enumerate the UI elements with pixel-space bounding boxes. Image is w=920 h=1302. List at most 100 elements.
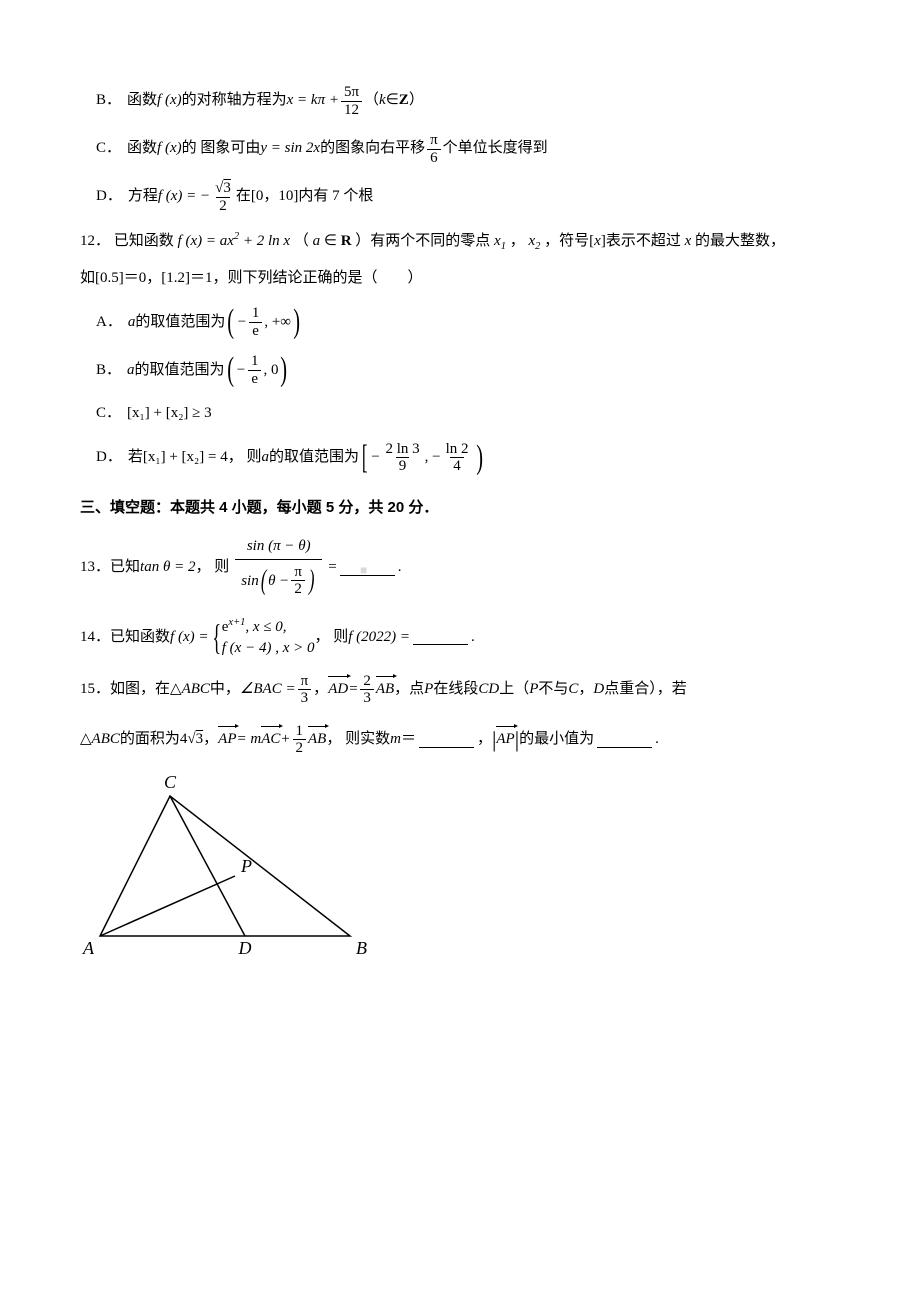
- text: 函数: [127, 88, 157, 114]
- q-num: 15．: [80, 677, 110, 703]
- triangle-icon: △: [80, 727, 92, 753]
- tan: tan θ = 2: [140, 555, 195, 581]
- text: 若: [128, 445, 143, 471]
- eq-m: = m: [236, 727, 261, 753]
- text: 已知: [110, 555, 140, 581]
- vector-ac: AC: [261, 727, 280, 753]
- lbrace-icon: {: [213, 619, 222, 655]
- text: 的取值范围为: [269, 445, 359, 471]
- denominator: 2: [216, 197, 230, 215]
- abc: ABC: [92, 727, 120, 753]
- q12-option-c: C． [x₁] + [x₂] ≥ 3: [80, 401, 840, 427]
- option-label: B．: [96, 358, 121, 384]
- numerator: sin (π − θ): [241, 534, 317, 559]
- q12-option-b: B． a 的取值范围为 ( − 1 e , 0 ): [80, 353, 840, 387]
- text: 如[0.5]＝0，[1.2]＝1，则下列结论正确的是（ ）: [80, 266, 840, 292]
- fx: f (x) = −: [158, 184, 210, 210]
- text: 如图，在: [110, 677, 170, 703]
- expr: [x₁] + [x₂] ≥ 3: [127, 401, 212, 427]
- q12-option-d: D． 若 [x₁] + [x₂] = 4 ， 则 a 的取值范围为 [ − 2 …: [80, 441, 840, 475]
- neg: −: [237, 310, 247, 336]
- lparen-icon: (: [227, 353, 234, 387]
- a: a: [127, 358, 135, 384]
- m: m: [390, 727, 401, 753]
- comma: ，: [510, 233, 525, 249]
- rparen-icon: ): [476, 441, 483, 475]
- answer-blank[interactable]: [597, 732, 652, 748]
- angle: ∠BAC =: [240, 677, 296, 703]
- fraction: 1 e: [248, 353, 262, 387]
- text: 的对称轴方程为: [182, 88, 287, 114]
- period: .: [471, 625, 475, 651]
- option-label: D．: [96, 445, 122, 471]
- rest: , +∞: [264, 310, 291, 336]
- neg: −: [370, 445, 380, 471]
- option-label: A．: [96, 310, 122, 336]
- option-label: C．: [96, 136, 121, 162]
- a: a: [261, 445, 269, 471]
- svg-text:A: A: [82, 938, 95, 958]
- text: ， 则: [314, 625, 348, 651]
- lparen-icon: (: [228, 305, 235, 339]
- q-num: 13．: [80, 555, 110, 581]
- text: ， 则: [195, 555, 229, 581]
- big-fraction: sin (π − θ) sin ( θ − π 2 ): [235, 534, 322, 602]
- answer-blank[interactable]: [419, 732, 474, 748]
- rparen-icon: ): [281, 353, 288, 387]
- period: .: [398, 555, 402, 581]
- text: ）: [409, 88, 424, 114]
- text: 个单位长度得到: [443, 136, 548, 162]
- text: 的最大整数，: [691, 233, 785, 249]
- q14: 14． 已知函数 f (x) = { ex+1, x ≤ 0, f (x − 4…: [80, 616, 840, 659]
- fx: f (x) = ax2 + 2 ln x: [178, 233, 291, 249]
- eq: ＝: [401, 727, 416, 753]
- q12-stem: 12． 已知函数 f (x) = ax2 + 2 ln x （ a ∈ R ）有…: [80, 228, 840, 291]
- q-num: 14．: [80, 625, 110, 651]
- answer-blank[interactable]: [413, 629, 468, 645]
- q11-option-b: B． 函数 f (x) 的对称轴方程为 x = kπ + 5π 12 （ k ∈…: [80, 84, 840, 118]
- text: ]表示不超过: [601, 233, 685, 249]
- text: 的取值范围为: [135, 310, 225, 336]
- answer-blank[interactable]: [340, 560, 395, 576]
- section-3-title: 三、填空题：本题共 4 小题，每小题 5 分，共 20 分．: [80, 495, 840, 521]
- text: 的最小值为: [519, 727, 594, 753]
- fraction: π 6: [427, 132, 441, 166]
- C: C: [568, 677, 578, 703]
- comma: ，: [203, 727, 218, 753]
- text: 方程: [128, 184, 158, 210]
- option-label: B．: [96, 88, 121, 114]
- text: 的取值范围为: [135, 358, 225, 384]
- comma: , −: [425, 445, 441, 471]
- abc: ABC: [182, 677, 210, 703]
- q11-option-c: C． 函数 f (x) 的 图象可由 y = sin 2x 的图象向右平移 π …: [80, 132, 840, 166]
- y-eq: y = sin 2x: [260, 136, 320, 162]
- vector-ab: AB: [308, 727, 326, 753]
- vector-ap: AP: [218, 727, 236, 753]
- f2022: f (2022) =: [348, 625, 410, 651]
- numerator: π: [427, 132, 441, 149]
- text: 函数: [127, 136, 157, 162]
- text: ， 则实数: [326, 727, 390, 753]
- neg: −: [236, 358, 246, 384]
- text: 的图象向右平移: [320, 136, 425, 162]
- text: （: [294, 233, 309, 249]
- text: 已知函数: [110, 625, 170, 651]
- D: D: [593, 677, 604, 703]
- comma: ，: [477, 727, 492, 753]
- vector-ad: AD: [328, 677, 348, 703]
- text: （: [364, 88, 379, 114]
- CD: CD: [478, 677, 499, 703]
- comma: ，: [578, 677, 593, 703]
- q15-figure: A B C D P: [80, 776, 840, 966]
- denominator: 12: [341, 101, 362, 119]
- text: ）有两个不同的零点: [355, 233, 490, 249]
- q-num: 12．: [80, 233, 110, 249]
- rparen-icon: ): [293, 305, 300, 339]
- set-r: R: [341, 233, 352, 249]
- fraction: ln 2 4: [443, 441, 472, 475]
- text: 上（: [499, 677, 529, 703]
- piecewise: ex+1, x ≤ 0, f (x − 4) , x > 0: [222, 616, 315, 659]
- period: .: [655, 727, 659, 753]
- x1: x1: [494, 233, 506, 249]
- rest: , 0: [263, 358, 278, 384]
